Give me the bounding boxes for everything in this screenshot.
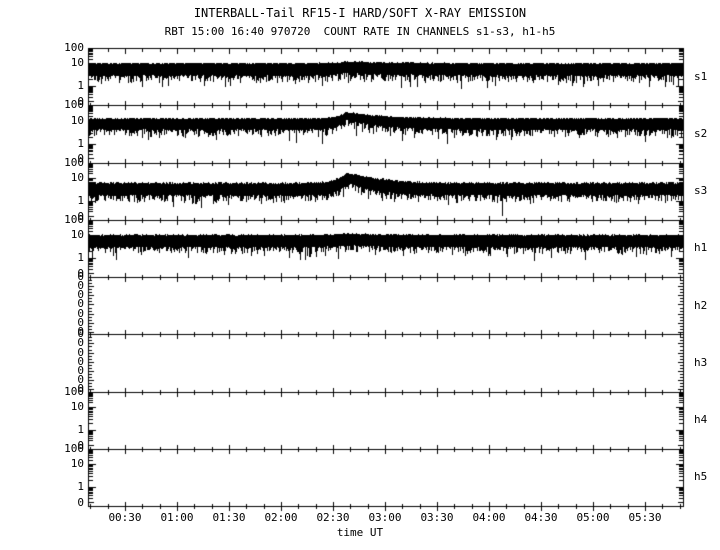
channel-label-h3: h3 xyxy=(694,355,708,369)
x-tick-label: 00:30 xyxy=(108,511,142,524)
x-tick-label: 03:00 xyxy=(368,511,402,524)
x-tick-label: 01:00 xyxy=(160,511,194,524)
y-tick-label: 0 xyxy=(77,306,84,320)
x-tick-label: 03:30 xyxy=(420,511,454,524)
y-tick-label: 100 xyxy=(64,41,84,54)
channel-label-h5: h5 xyxy=(694,470,708,484)
y-tick-label: 1 xyxy=(77,422,84,436)
x-tick-label: 05:00 xyxy=(576,511,610,524)
channel-label-h1: h1 xyxy=(694,241,708,255)
y-tick-label: 0 xyxy=(77,95,84,109)
y-tick-label: 0 xyxy=(77,382,84,396)
x-tick-label: 04:30 xyxy=(524,511,558,524)
y-tick-label: 0 xyxy=(77,345,84,359)
y-tick-label: 1 xyxy=(77,480,84,494)
y-tick-label: 0 xyxy=(77,354,84,368)
y-tick-label: 1 xyxy=(77,251,84,265)
y-tick-label: 1 xyxy=(77,136,84,150)
y-tick-label: 0 xyxy=(77,438,84,452)
y-tick-label: 0 xyxy=(77,279,84,293)
y-tick-label: 100 xyxy=(64,98,84,112)
y-tick-label: 0 xyxy=(77,327,84,341)
x-tick-label: 01:30 xyxy=(212,511,246,524)
x-tick-label: 05:30 xyxy=(628,511,662,524)
y-tick-label: 100 xyxy=(64,155,84,169)
x-tick-label: 04:00 xyxy=(472,511,506,524)
channel-label-s3: s3 xyxy=(694,184,708,198)
y-tick-label: 10 xyxy=(70,170,84,184)
y-tick-label: 0 xyxy=(77,315,84,329)
y-tick-label: 0 xyxy=(77,495,84,509)
y-tick-label: 0 xyxy=(77,152,84,166)
y-tick-label: 0 xyxy=(77,336,84,350)
channel-label-s2: s2 xyxy=(694,126,708,140)
y-tick-label: 10 xyxy=(70,113,84,127)
x-tick-label: 02:00 xyxy=(264,511,298,524)
y-tick-label: 0 xyxy=(77,270,84,283)
channel-label-h4: h4 xyxy=(694,413,708,427)
y-tick-label: 0 xyxy=(77,363,84,377)
y-tick-label: 10 xyxy=(70,56,84,70)
y-tick-label: 0 xyxy=(77,209,84,223)
y-tick-label: 1 xyxy=(77,193,84,207)
channel-label-s1: s1 xyxy=(694,69,708,83)
y-tick-label: 0 xyxy=(77,373,84,387)
y-tick-label: 100 xyxy=(64,441,84,455)
y-tick-label: 0 xyxy=(77,288,84,302)
x-axis-title: time UT xyxy=(336,526,384,539)
y-tick-label: 100 xyxy=(64,212,84,226)
y-tick-label: 0 xyxy=(77,297,84,311)
channel-label-h2: h2 xyxy=(694,298,708,312)
y-tick-label: 10 xyxy=(70,457,84,471)
y-tick-label: 1 xyxy=(77,79,84,93)
y-tick-label: 0 xyxy=(77,324,84,338)
y-tick-label: 10 xyxy=(70,399,84,413)
y-tick-label: 100 xyxy=(64,384,84,398)
x-tick-label: 02:30 xyxy=(316,511,350,524)
y-tick-label: 0 xyxy=(77,266,84,280)
y-tick-label: 10 xyxy=(70,228,84,242)
